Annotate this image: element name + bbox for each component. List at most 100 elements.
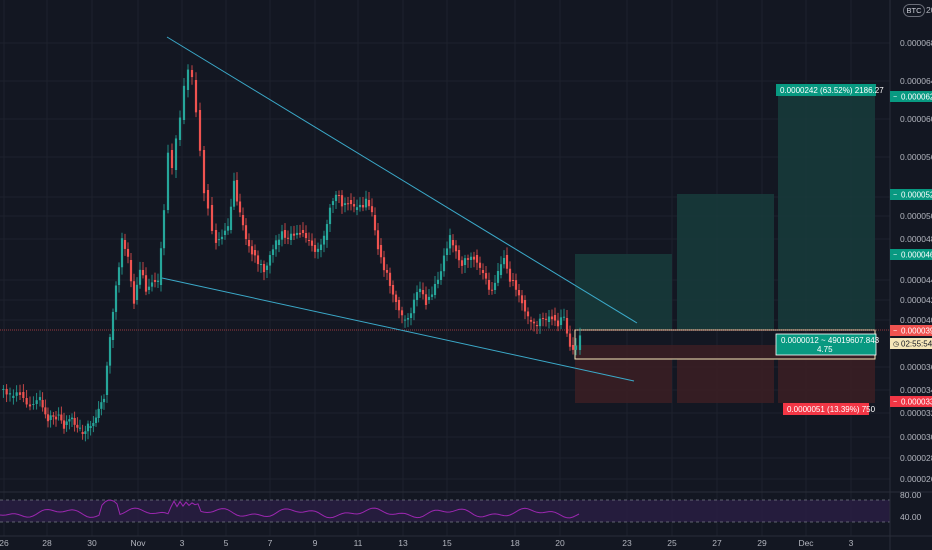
candle-body: [517, 290, 521, 296]
candle-body: [253, 250, 257, 256]
candle-body: [62, 420, 66, 429]
price-tick-label: 0.0000480: [900, 234, 932, 244]
price-tag-current-text: 0.0000393: [901, 327, 932, 336]
candle-body: [310, 240, 314, 246]
candle-body: [319, 244, 323, 250]
candle-body: [54, 416, 58, 420]
candle-body: [8, 393, 12, 395]
candle-body: [529, 320, 533, 322]
price-tick-label: 0.0000420: [900, 295, 932, 305]
time-tick-label: 15: [442, 538, 452, 548]
candle-body: [394, 294, 398, 303]
candle-body: [373, 215, 377, 231]
axis-handle-icons: − − − − ◷ −: [893, 94, 899, 406]
candle-body: [262, 263, 266, 273]
candle-body: [217, 239, 221, 241]
candle-body: [391, 285, 395, 295]
candle-body: [520, 295, 524, 304]
candle-body: [76, 424, 79, 428]
candle-body: [265, 265, 269, 270]
candle-body: [493, 282, 497, 290]
currency-badge[interactable]: BTC: [903, 4, 925, 17]
candle-body: [206, 190, 210, 209]
candle-body: [475, 255, 479, 263]
loss-label[interactable]: 0.0000051 (13.39%) 750: [783, 403, 876, 415]
candle-body: [559, 317, 563, 325]
candle-body: [280, 231, 284, 240]
candle-body: [141, 270, 145, 276]
price-tick-label: 0.0000340: [900, 385, 932, 395]
price-tag-current: 0.0000393: [890, 325, 932, 336]
candle-body: [178, 117, 182, 140]
candle-body: [223, 230, 227, 235]
candle-body: [301, 230, 305, 234]
candle-body: [57, 414, 60, 416]
candle-body: [147, 286, 151, 290]
price-tick-label: 0.0000360: [900, 362, 932, 372]
profit-label-text: 0.0000242 (63.52%) 2186.27: [780, 86, 884, 95]
candle-body: [256, 255, 260, 265]
candle-body: [448, 235, 452, 249]
candle-body: [162, 210, 166, 249]
price-tick-label: 0.0000320: [900, 408, 932, 418]
candle-body: [229, 206, 233, 230]
entry-label[interactable]: 0.0000012 ~ 49019607.843 4.75: [775, 333, 880, 356]
time-tick-label: 30: [87, 538, 97, 548]
candle-body: [550, 316, 554, 320]
candle-body: [292, 233, 296, 236]
price-tick-label: 0.0000560: [900, 152, 932, 162]
entry-label-line2: 4.75: [817, 345, 833, 354]
candle-body: [153, 280, 157, 282]
candle-body: [379, 245, 383, 258]
candle-body: [334, 194, 338, 202]
candle-body: [472, 256, 476, 260]
candle-body: [442, 255, 446, 272]
rsi-axis: 80.00 40.00: [900, 490, 922, 522]
candle-body: [451, 240, 455, 246]
candle-body: [44, 407, 47, 415]
candlestick-series: [2, 64, 582, 442]
time-tick-label: 29: [757, 538, 767, 548]
candle-body: [343, 203, 347, 205]
candle-body: [241, 215, 245, 226]
time-axis[interactable]: 26 28 30 Nov 3 5 7 9 11 13 15 18 20 23 25 27 29 Dec 3: [0, 538, 854, 548]
candle-body: [232, 180, 236, 207]
price-tick-label: 0.0000282: [900, 453, 932, 463]
candle-body: [541, 318, 545, 319]
candle-body: [523, 300, 527, 312]
time-tick-label: 27: [712, 538, 722, 548]
candle-body: [277, 239, 281, 245]
lower-trendline[interactable]: [161, 277, 635, 382]
candle-body: [182, 85, 186, 120]
entry-label-line1: 0.0000012 ~ 49019607.843: [781, 336, 880, 345]
upper-trendline[interactable]: [166, 36, 638, 324]
candle-body: [406, 318, 410, 320]
price-axis[interactable]: 0.0000680 0.0000640 0.0000600 0.0000560 0.00…: [900, 38, 932, 484]
price-tag-target-text: 0.0000623: [901, 93, 932, 102]
candle-body: [28, 404, 32, 407]
time-tick-label: 3: [180, 538, 185, 548]
candle-body: [505, 255, 509, 269]
candle-body: [316, 248, 320, 252]
candle-body: [454, 245, 458, 252]
candle-body: [427, 296, 431, 300]
rsi-tick-label: 40.00: [900, 512, 922, 522]
loss-label-text: 0.0000051 (13.39%) 750: [787, 405, 876, 414]
top-price-label: 20: [926, 5, 932, 15]
candle-body: [307, 240, 311, 241]
candle-body: [421, 290, 425, 295]
candle-body: [487, 280, 491, 290]
profit-label[interactable]: 0.0000242 (63.52%) 2186.27: [776, 84, 884, 96]
candle-body: [418, 288, 422, 293]
candle-body: [150, 282, 154, 287]
candle-body: [526, 311, 530, 317]
candle-body: [126, 248, 130, 257]
candle-body: [132, 281, 136, 304]
time-tick-label: 20: [555, 538, 565, 548]
candle-body: [198, 110, 202, 151]
candle-body: [97, 408, 100, 418]
clock-icon: ◷: [893, 341, 899, 348]
candle-body: [144, 275, 148, 292]
candle-body: [361, 205, 365, 208]
